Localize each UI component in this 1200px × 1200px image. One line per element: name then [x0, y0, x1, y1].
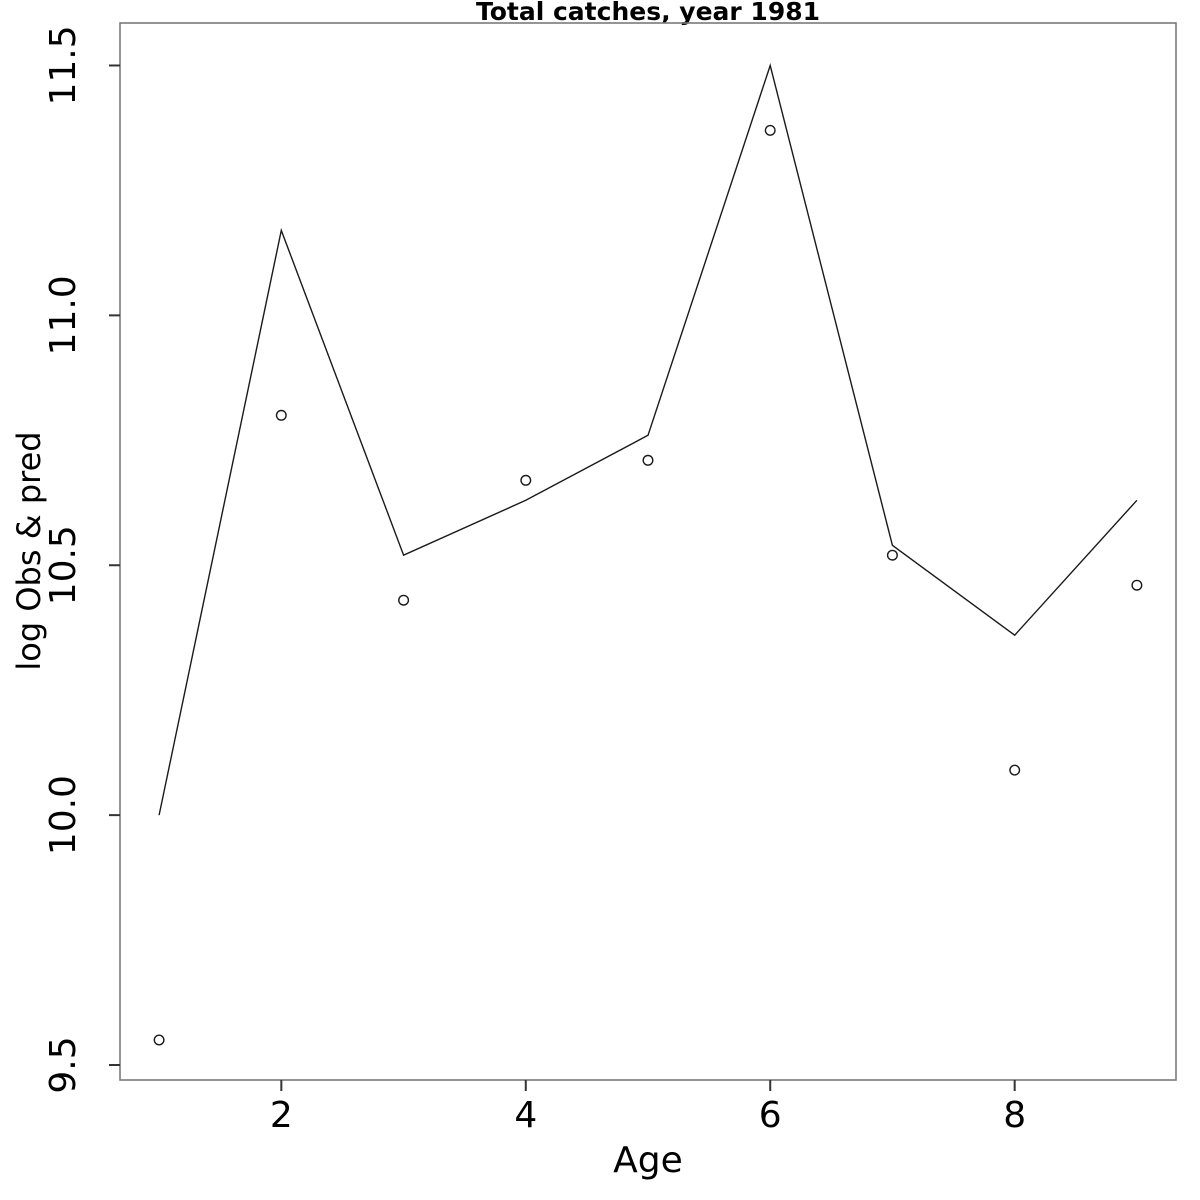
x-tick-label: 8 [1003, 1095, 1026, 1136]
y-tick-label: 11.5 [43, 25, 84, 105]
observation-point [1009, 764, 1021, 776]
x-tick-label: 6 [759, 1095, 782, 1136]
y-tick-label: 11.0 [43, 275, 84, 355]
observation-point [153, 1034, 165, 1046]
plot-box [119, 22, 1177, 1081]
observation-point [1131, 579, 1143, 591]
y-tick-label: 10.0 [43, 775, 84, 855]
x-axis-label: Age [613, 1140, 683, 1181]
observation-point [886, 549, 898, 561]
chart-title: Total catches, year 1981 [475, 0, 821, 26]
prediction-line [158, 63, 1138, 816]
observation-point [398, 594, 410, 606]
x-tick-label: 4 [514, 1095, 537, 1136]
observation-point [275, 409, 287, 421]
observation-point [764, 124, 776, 136]
x-tick-label: 2 [270, 1095, 293, 1136]
observation-point [520, 474, 532, 486]
y-tick-label: 10.5 [43, 525, 84, 605]
y-tick-label: 9.5 [43, 1036, 84, 1093]
observation-point [642, 454, 654, 466]
y-axis-label: log Obs & pred [10, 431, 48, 671]
